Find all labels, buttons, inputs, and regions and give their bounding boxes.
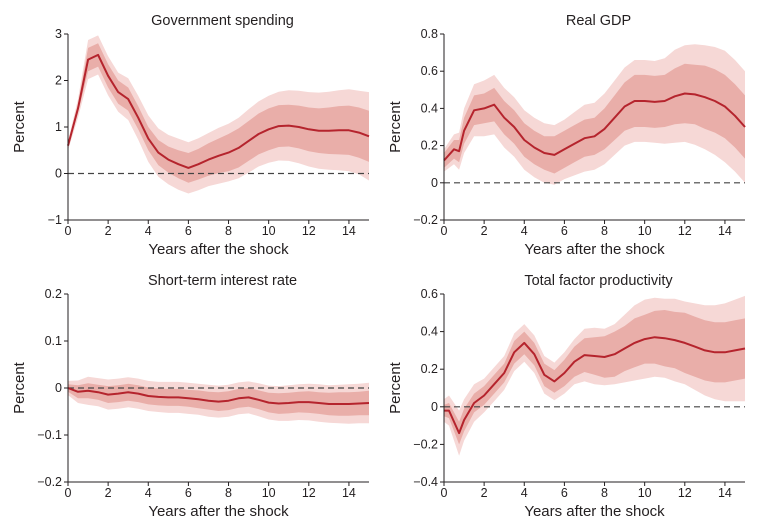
y-tick-label: −1	[48, 213, 62, 227]
x-tick-label: 6	[185, 224, 192, 238]
impulse-response-line	[67, 387, 370, 405]
x-tick-label: 10	[262, 486, 276, 500]
x-tick-label: 0	[65, 486, 72, 500]
y-tick-label: −0.4	[413, 475, 438, 489]
y-axis-label: Percent	[387, 361, 404, 414]
x-tick-label: 4	[145, 486, 152, 500]
x-tick-label: 14	[718, 486, 732, 500]
panel-title: Total factor productivity	[524, 273, 673, 289]
y-axis-label: Percent	[11, 100, 28, 153]
x-tick-label: 4	[521, 224, 528, 238]
y-tick-label: 2	[55, 74, 62, 88]
x-tick-label: 10	[262, 224, 276, 238]
x-tick-label: 12	[302, 486, 316, 500]
inner-confidence-band	[444, 310, 745, 445]
x-tick-label: 4	[521, 486, 528, 500]
inner-confidence-band	[68, 383, 369, 416]
y-tick-label: 0.2	[45, 287, 62, 301]
x-tick-label: 8	[601, 486, 608, 500]
x-tick-label: 6	[561, 224, 568, 238]
x-tick-label: 0	[441, 486, 448, 500]
y-tick-label: 0	[55, 381, 62, 395]
panel-3: −0.2 −0.1 0 0.1 0.2 0 2 4 6 8 10 12 14 Short-term int…	[11, 273, 370, 520]
x-tick-label: 10	[638, 486, 652, 500]
x-tick-label: 14	[342, 224, 356, 238]
y-tick-label: 0	[431, 176, 438, 190]
x-tick-label: 14	[342, 486, 356, 500]
x-axis-label: Years after the shock	[148, 503, 289, 520]
y-tick-label: 1	[55, 120, 62, 134]
x-tick-label: 12	[678, 486, 692, 500]
y-tick-label: −0.2	[37, 475, 62, 489]
y-tick-label: 0.2	[421, 139, 438, 153]
x-axis-label: Years after the shock	[148, 241, 289, 258]
x-tick-label: 6	[185, 486, 192, 500]
x-tick-label: 0	[441, 224, 448, 238]
y-tick-label: −0.2	[413, 437, 438, 451]
panel-title: Short-term interest rate	[148, 273, 297, 289]
y-tick-label: 0.4	[421, 325, 438, 339]
y-tick-label: 0.6	[421, 64, 438, 78]
x-tick-label: 8	[601, 224, 608, 238]
panel-title: Government spending	[151, 13, 294, 29]
y-tick-label: 0.2	[421, 362, 438, 376]
x-tick-label: 14	[718, 224, 732, 238]
y-tick-label: −0.2	[413, 213, 438, 227]
x-tick-label: 2	[481, 224, 488, 238]
y-tick-label: 0	[55, 167, 62, 181]
x-tick-label: 8	[225, 486, 232, 500]
y-tick-label: 0.8	[421, 27, 438, 41]
impulse-response-line	[443, 92, 746, 162]
y-tick-label: 0.1	[45, 334, 62, 348]
x-tick-label: 12	[678, 224, 692, 238]
panel-title: Real GDP	[566, 13, 631, 29]
x-tick-label: 8	[225, 224, 232, 238]
y-tick-label: 3	[55, 27, 62, 41]
y-axis-label: Percent	[11, 361, 28, 414]
impulse-response-line	[67, 53, 370, 169]
x-tick-label: 2	[481, 486, 488, 500]
x-tick-label: 10	[638, 224, 652, 238]
inner-confidence-band	[444, 63, 745, 174]
x-tick-label: 2	[105, 486, 112, 500]
x-tick-label: 4	[145, 224, 152, 238]
x-tick-label: 0	[65, 224, 72, 238]
y-tick-label: 0.6	[421, 287, 438, 301]
x-tick-label: 12	[302, 224, 316, 238]
y-axis-label: Percent	[387, 100, 404, 153]
y-tick-label: 0	[431, 400, 438, 414]
outer-confidence-band	[68, 35, 369, 194]
panel-4: −0.4 −0.2 0 0.2 0.4 0.6 0 2 4 6 8 10 12 14 Total facto…	[387, 273, 746, 520]
x-tick-label: 6	[561, 486, 568, 500]
x-axis-label: Years after the shock	[524, 241, 665, 258]
impulse-response-line	[444, 336, 746, 435]
x-axis-label: Years after the shock	[524, 503, 665, 520]
x-tick-label: 2	[105, 224, 112, 238]
y-tick-label: −0.1	[37, 428, 62, 442]
y-tick-label: 0.4	[421, 101, 438, 115]
